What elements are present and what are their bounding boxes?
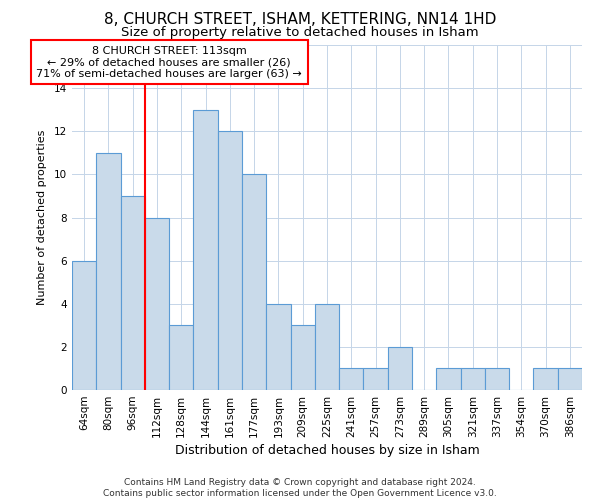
Bar: [364, 368, 388, 390]
Bar: [72, 260, 96, 390]
Bar: [193, 110, 218, 390]
Bar: [558, 368, 582, 390]
Text: Contains HM Land Registry data © Crown copyright and database right 2024.
Contai: Contains HM Land Registry data © Crown c…: [103, 478, 497, 498]
Bar: [388, 347, 412, 390]
Bar: [436, 368, 461, 390]
X-axis label: Distribution of detached houses by size in Isham: Distribution of detached houses by size …: [175, 444, 479, 457]
Bar: [533, 368, 558, 390]
Bar: [485, 368, 509, 390]
Y-axis label: Number of detached properties: Number of detached properties: [37, 130, 47, 305]
Bar: [96, 153, 121, 390]
Text: 8 CHURCH STREET: 113sqm
← 29% of detached houses are smaller (26)
71% of semi-de: 8 CHURCH STREET: 113sqm ← 29% of detache…: [36, 46, 302, 79]
Bar: [242, 174, 266, 390]
Text: Size of property relative to detached houses in Isham: Size of property relative to detached ho…: [121, 26, 479, 39]
Bar: [339, 368, 364, 390]
Bar: [290, 326, 315, 390]
Bar: [145, 218, 169, 390]
Bar: [121, 196, 145, 390]
Text: 8, CHURCH STREET, ISHAM, KETTERING, NN14 1HD: 8, CHURCH STREET, ISHAM, KETTERING, NN14…: [104, 12, 496, 28]
Bar: [266, 304, 290, 390]
Bar: [169, 326, 193, 390]
Bar: [218, 131, 242, 390]
Bar: [315, 304, 339, 390]
Bar: [461, 368, 485, 390]
